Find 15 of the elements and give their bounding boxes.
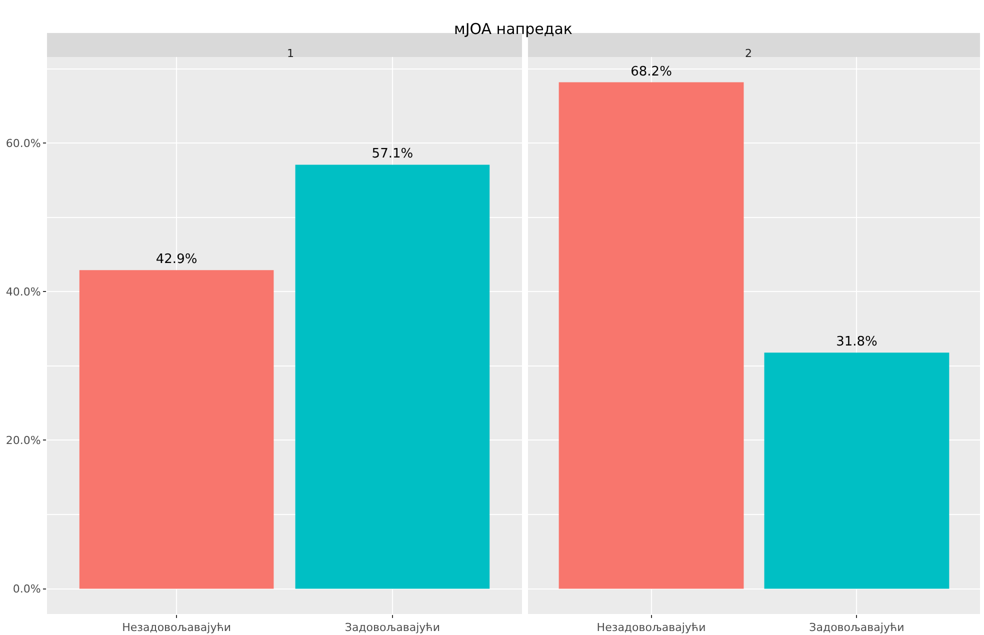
y-tick-label: 0.0% [12,582,41,596]
chart-title: мJOA напредак [454,20,572,38]
data-label: 68.2% [630,64,672,80]
x-tick-label: Задовољавајући [344,621,440,634]
x-tick-label: Задовољавајући [809,621,904,634]
y-tick-label: 60.0% [6,137,41,150]
x-tick-label: Незадовољавајући [122,621,232,634]
chart-subtitle: 1 [287,47,294,60]
data-label: 57.1% [372,146,414,162]
x-tick-label: Незадовољавајући [596,621,706,634]
chart-subtitle: 2 [745,47,752,60]
y-tick-label: 20.0% [6,434,41,448]
data-label: 31.8% [836,334,878,350]
data-label: 42.9% [156,252,198,268]
y-tick-label: 40.0% [6,286,41,299]
